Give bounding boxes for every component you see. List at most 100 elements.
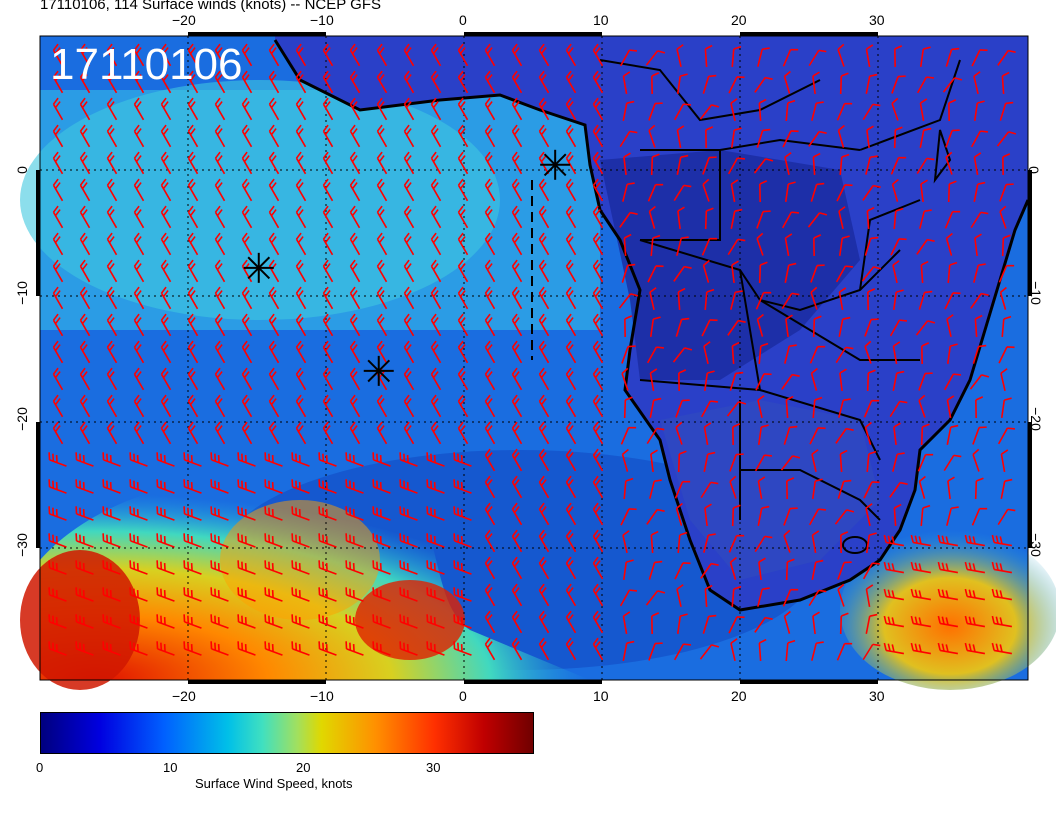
- wind-barb: [675, 421, 683, 445]
- axis-frame-bars: [36, 32, 1032, 684]
- wind-barb: [210, 452, 229, 467]
- wind-barb: [264, 506, 283, 521]
- wind-barb: [937, 561, 959, 574]
- wind-barb: [291, 452, 310, 467]
- wind-barb: [102, 533, 121, 548]
- wind-barb: [318, 452, 337, 467]
- wind-barb: [646, 508, 665, 525]
- bottom-tick-label: 10: [593, 688, 609, 704]
- wind-barb: [484, 637, 496, 661]
- wind-barb: [836, 642, 853, 661]
- wind-barb: [129, 587, 148, 602]
- right-tick-label: −20: [1027, 407, 1044, 431]
- wind-barb: [183, 560, 202, 575]
- wind-barb: [430, 259, 442, 283]
- wind-barb: [754, 454, 773, 472]
- wind-barb: [106, 340, 118, 364]
- wind-barb: [565, 448, 577, 472]
- left-tick-label: −10: [13, 281, 30, 305]
- wind-barb: [52, 340, 64, 364]
- wind-barb: [187, 151, 199, 175]
- wind-barb: [241, 124, 253, 148]
- colorbar-label: 0: [36, 760, 44, 775]
- wind-barb: [453, 479, 472, 494]
- wind-barb: [349, 421, 361, 445]
- wind-barb: [835, 265, 854, 283]
- wind-barb: [511, 421, 523, 445]
- wind-barb: [999, 205, 1007, 229]
- wind-barb: [52, 259, 64, 283]
- wind-barb: [291, 587, 310, 602]
- wind-barb: [349, 394, 361, 418]
- wind-barb: [291, 479, 310, 494]
- wind-barb: [511, 43, 523, 67]
- wind-barb: [106, 43, 118, 67]
- wind-barb: [839, 449, 848, 473]
- wind-barb: [349, 259, 361, 283]
- wind-barb: [79, 286, 91, 310]
- wind-barb: [241, 286, 253, 310]
- wind-barb: [946, 424, 959, 445]
- wind-barb: [237, 587, 256, 602]
- wind-barb: [592, 232, 604, 256]
- wind-barb: [943, 373, 962, 391]
- wind-barb: [426, 479, 445, 494]
- wind-barb: [808, 589, 827, 607]
- wind-barb: [187, 205, 199, 229]
- wind-barb: [565, 43, 577, 67]
- wind-barb: [106, 70, 118, 94]
- wind-barb: [621, 367, 629, 391]
- wind-barb: [782, 48, 799, 67]
- wind-barb: [649, 287, 657, 310]
- wind-barb: [372, 452, 391, 467]
- wind-barb: [731, 341, 740, 365]
- wind-barb: [862, 184, 881, 201]
- wind-barb: [971, 507, 988, 526]
- wind-barb: [345, 614, 364, 629]
- wind-barb: [403, 394, 415, 418]
- wind-barb: [754, 616, 773, 633]
- wind-barb: [974, 314, 983, 338]
- wind-barb: [811, 641, 824, 661]
- wind-barb: [264, 452, 283, 467]
- wind-barb: [810, 286, 818, 310]
- wind-barb: [295, 97, 307, 121]
- wind-barb: [651, 612, 660, 635]
- wind-barb: [565, 232, 577, 256]
- wind-barb: [937, 615, 959, 628]
- wind-barb: [998, 264, 1015, 283]
- wind-barb: [457, 43, 469, 67]
- wind-barb: [677, 287, 686, 311]
- wind-barb: [883, 561, 905, 574]
- wind-barb: [129, 479, 148, 494]
- wind-barb: [426, 641, 445, 656]
- wind-barb: [430, 178, 442, 202]
- wind-barb: [592, 178, 604, 202]
- wind-barb: [973, 263, 986, 283]
- wind-barb: [973, 181, 986, 202]
- wind-barb: [674, 562, 691, 580]
- wind-barb: [565, 151, 577, 175]
- wind-barb: [565, 610, 577, 634]
- wind-barb: [622, 182, 635, 202]
- wind-barb: [268, 151, 280, 175]
- wind-barb: [1001, 234, 1011, 257]
- wind-barb: [648, 124, 656, 148]
- wind-barb: [889, 400, 908, 418]
- wind-barb: [648, 102, 663, 121]
- wind-barb: [430, 43, 442, 67]
- wind-barb: [133, 43, 145, 67]
- wind-barb: [484, 502, 496, 526]
- wind-barb: [183, 641, 202, 656]
- wind-barbs: [48, 43, 1017, 662]
- colorbar-title: Surface Wind Speed, knots: [195, 776, 353, 791]
- wind-barb: [889, 319, 908, 337]
- wind-barb: [214, 151, 226, 175]
- wind-barb: [75, 614, 94, 629]
- wind-barb: [703, 533, 716, 553]
- wind-barb: [728, 76, 745, 94]
- wind-barb: [920, 179, 928, 203]
- wind-barb: [156, 452, 175, 467]
- colorbar-label: 20: [296, 760, 311, 775]
